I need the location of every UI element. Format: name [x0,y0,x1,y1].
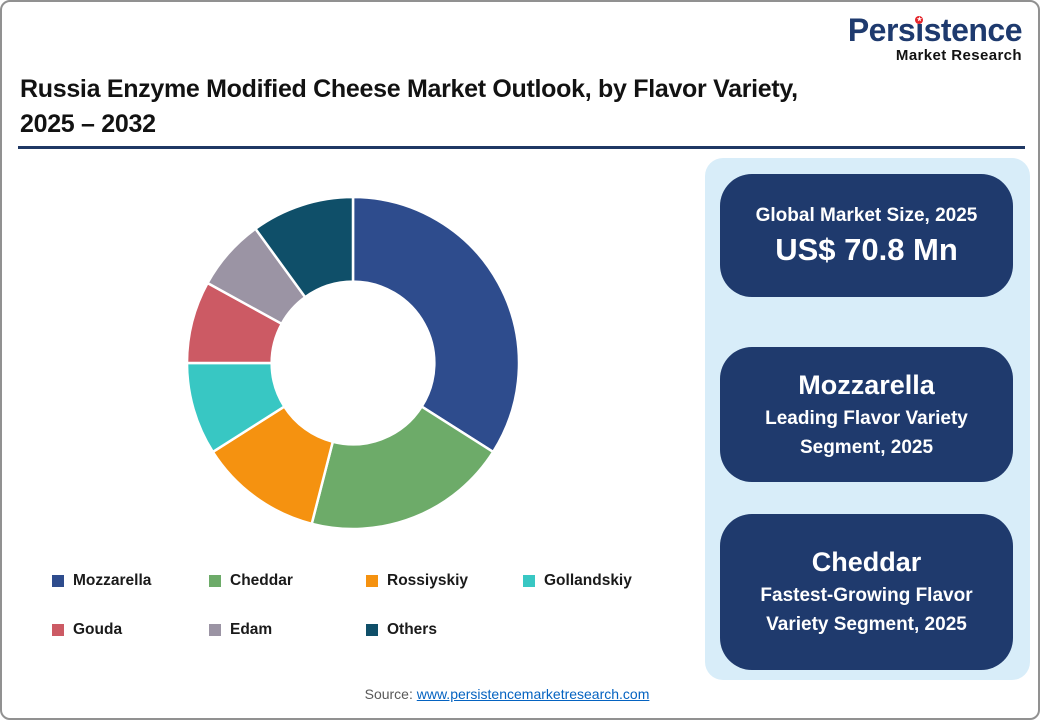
legend-label: Rossiyskiy [387,572,468,589]
logo-letter-i: ı ★ [915,12,924,48]
stat-card-subtitle: Leading Flavor Variety Segment, 2025 [765,407,968,458]
logo-subtitle: Market Research [895,47,1022,64]
legend-item-others: Others [366,621,523,639]
logo-brand-post: stence [923,12,1023,48]
legend-swatch-gollandskiy [523,575,535,587]
chart-legend: Mozzarella Cheddar Rossiyskiy Gollandski… [52,572,702,639]
donut-chart [178,188,528,538]
legend-swatch-others [366,624,378,636]
source-line: Source: www.persistencemarketresearch.co… [2,686,1012,702]
donut-chart-svg [185,195,521,531]
legend-swatch-gouda [52,624,64,636]
key-stats-panel: Global Market Size, 2025 US$ 70.8 Mn Moz… [705,158,1030,680]
legend-item-gouda: Gouda [52,621,209,639]
page-title-line1: Russia Enzyme Modified Cheese Market Out… [20,75,798,103]
donut-slice-cheddar [310,405,495,531]
legend-label: Others [387,621,437,638]
legend-swatch-rossiyskiy [366,575,378,587]
legend-item-mozzarella: Mozzarella [52,572,209,590]
legend-swatch-mozzarella [52,575,64,587]
stat-card-title: Cheddar [811,547,922,577]
legend-item-gollandskiy: Gollandskiy [523,572,680,590]
logo-brand-text: Persı ★ stence [847,12,1023,48]
title-divider [18,146,1025,149]
page-title-line2: 2025 – 2032 [20,110,156,138]
stat-card-title: Global Market Size, 2025 [755,204,978,226]
logo-star-icon: ★ [915,16,924,24]
legend-label: Mozzarella [73,572,152,589]
legend-row-2: Gouda Edam Others [52,621,702,639]
legend-label: Gouda [73,621,123,638]
donut-slice-others [254,195,355,299]
donut-slice-mozzarella [351,195,521,454]
stat-card-fastest-growing-segment: Cheddar Fastest-Growing Flavor Variety S… [720,514,1013,670]
stat-card-market-size: Global Market Size, 2025 US$ 70.8 Mn [720,174,1013,297]
page-title: Russia Enzyme Modified Cheese Market Out… [20,72,1020,142]
stat-card-leading-segment: Mozzarella Leading Flavor Variety Segmen… [720,347,1013,482]
source-link[interactable]: www.persistencemarketresearch.com [416,686,650,702]
legend-item-cheddar: Cheddar [209,572,366,590]
source-label: Source: [364,686,413,702]
legend-swatch-edam [209,624,221,636]
logo-brand-pre: Pers [847,12,916,48]
stat-card-value: US$ 70.8 Mn [775,231,958,267]
legend-item-edam: Edam [209,621,366,639]
stat-card-subtitle: Fastest-Growing Flavor Variety Segment, … [760,585,973,635]
persistence-logo: Persı ★ stence Market Research [847,12,1023,64]
legend-row-1: Mozzarella Cheddar Rossiyskiy Gollandski… [52,572,702,590]
legend-label: Cheddar [230,572,293,589]
legend-swatch-cheddar [209,575,221,587]
legend-label: Edam [230,621,273,638]
stat-card-title: Mozzarella [798,369,935,400]
legend-item-rossiyskiy: Rossiyskiy [366,572,523,590]
legend-label: Gollandskiy [544,572,632,589]
